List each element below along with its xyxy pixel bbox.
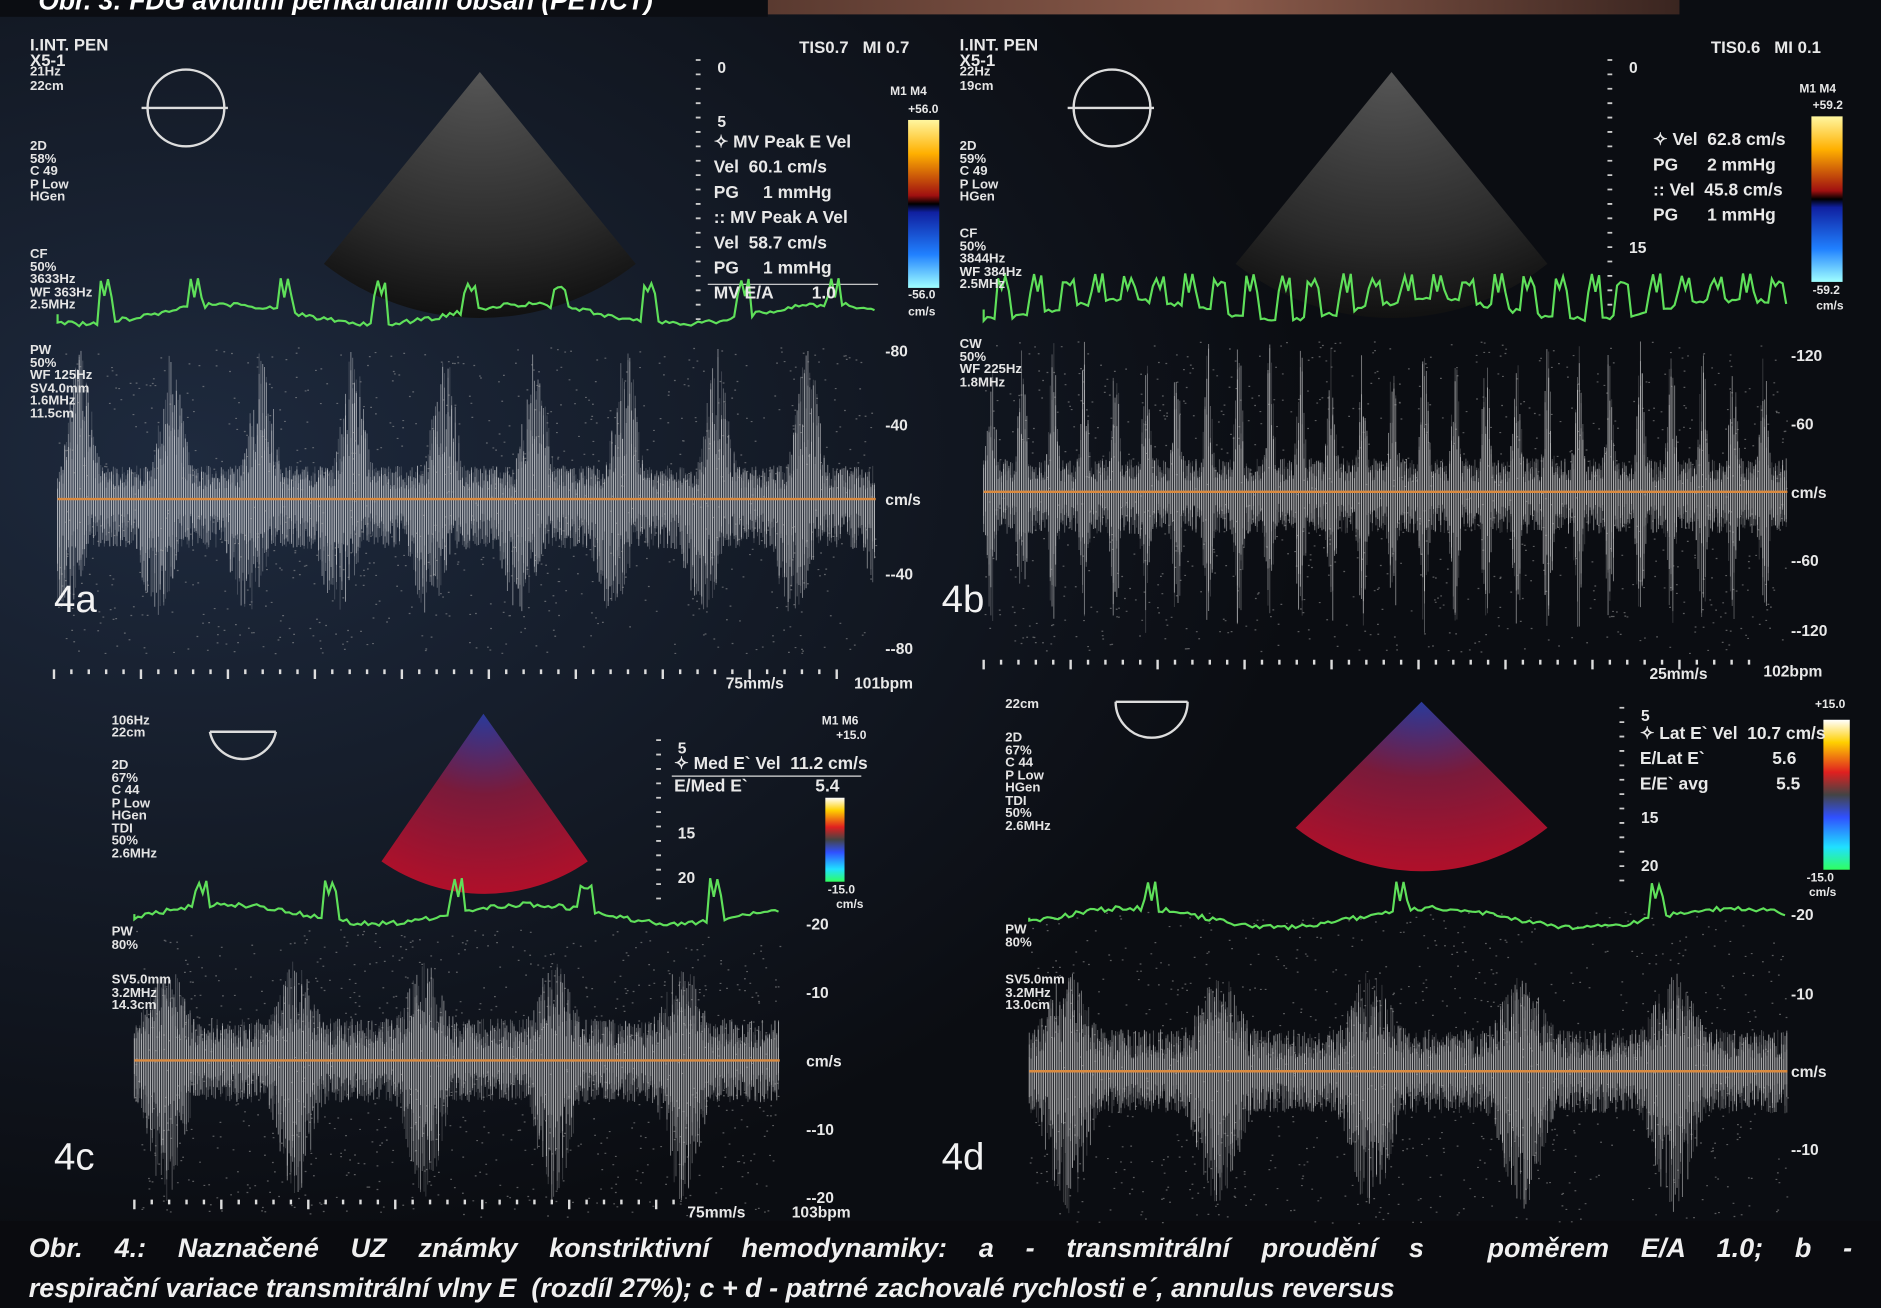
velocity-scale-label: -20 bbox=[1791, 907, 1814, 923]
colorbar-label: cm/s bbox=[908, 307, 935, 319]
colorbar-label: cm/s bbox=[1809, 888, 1836, 900]
velocity-scale-label: -10 bbox=[806, 985, 829, 1001]
setting: 22cm bbox=[112, 727, 146, 740]
depth-label: 0 bbox=[1629, 60, 1638, 76]
depth-label: 15 bbox=[1629, 240, 1646, 256]
velocity-scale-label: -40 bbox=[885, 417, 908, 433]
ultrasound-imagery bbox=[0, 0, 1881, 1308]
heart-rate: 101bpm bbox=[854, 675, 913, 691]
colorbar-label: M1 M4 bbox=[1799, 84, 1836, 96]
depth-label: 15 bbox=[678, 825, 695, 841]
setting: 11.5cm bbox=[30, 407, 74, 420]
measurement: Vel 60.1 cm/s bbox=[714, 160, 827, 177]
colorbar-label: -15.0 bbox=[1807, 873, 1834, 885]
output-index: TIS0.6 MI 0.1 bbox=[1711, 38, 1821, 55]
velocity-scale-label: cm/s bbox=[1791, 485, 1827, 501]
colorbar-label: -15.0 bbox=[828, 885, 855, 897]
measurement: E/E` avg 5.5 bbox=[1640, 776, 1800, 793]
depth-label: 0 bbox=[717, 60, 726, 76]
measurement: ✧ Lat E` Vel 10.7 cm/s bbox=[1640, 726, 1826, 743]
figure: Obr. 3: FDG aviditní perikardiální obsah… bbox=[0, 0, 1881, 1308]
measurement: PG 2 mmHg bbox=[1653, 157, 1776, 174]
velocity-scale-label: --10 bbox=[806, 1122, 834, 1138]
velocity-scale-label: cm/s bbox=[885, 492, 921, 508]
panel-label: 4d bbox=[942, 1137, 985, 1175]
setting: 2.6MHz bbox=[112, 848, 157, 861]
setting: 21Hz bbox=[30, 66, 61, 79]
setting: HGen bbox=[960, 191, 995, 204]
setting: 2.5MHz bbox=[960, 278, 1005, 291]
sweep-speed: 25mm/s bbox=[1649, 666, 1707, 682]
measurement: ✧ Med E` Vel 11.2 cm/s bbox=[674, 756, 867, 773]
velocity-scale-label: --120 bbox=[1791, 623, 1827, 639]
measurement: Vel 58.7 cm/s bbox=[714, 235, 827, 252]
setting: HGen bbox=[30, 191, 65, 204]
setting: 13.0cm bbox=[1005, 999, 1050, 1012]
measurement: PG 1 mmHg bbox=[714, 185, 832, 202]
output-index: TIS0.7 MI 0.7 bbox=[799, 38, 909, 55]
velocity-scale-label: --80 bbox=[885, 641, 913, 657]
colorbar-label: +56.0 bbox=[908, 104, 938, 116]
sweep-speed: 75mm/s bbox=[687, 1204, 745, 1220]
measurement: PG 1 mmHg bbox=[714, 260, 832, 277]
measurement: MV E/A 1.0 bbox=[714, 286, 836, 303]
measurement: :: MV Peak A Vel bbox=[714, 210, 848, 227]
panel-label: 4a bbox=[54, 579, 97, 617]
colorbar-label: cm/s bbox=[836, 900, 863, 912]
header-title: Obr. 3: FDG aviditní perikardiální obsah… bbox=[38, 0, 652, 14]
depth-label: 20 bbox=[1641, 858, 1658, 874]
velocity-scale-label: -120 bbox=[1791, 348, 1822, 364]
colorbar-label: -59.2 bbox=[1813, 286, 1840, 298]
velocity-scale-label: cm/s bbox=[806, 1053, 842, 1069]
colorbar-label: cm/s bbox=[1816, 301, 1843, 313]
setting: 19cm bbox=[960, 80, 994, 93]
measurement: E/Med E` 5.4 bbox=[674, 779, 839, 796]
colorbar-label: +59.2 bbox=[1813, 101, 1843, 113]
velocity-scale-label: -10 bbox=[1791, 986, 1814, 1002]
panel-label: 4c bbox=[54, 1137, 95, 1175]
velocity-scale-label: --40 bbox=[885, 566, 913, 582]
velocity-scale-label: --10 bbox=[1791, 1142, 1819, 1158]
setting: 22Hz bbox=[960, 66, 991, 79]
colorbar-label: +15.0 bbox=[1815, 699, 1845, 711]
setting: 80% bbox=[1005, 936, 1031, 949]
caption: respirační variace transmitrální vlny E … bbox=[29, 1275, 1395, 1302]
measurement: ✧ Vel 62.8 cm/s bbox=[1653, 132, 1786, 149]
measurement: E/Lat E` 5.6 bbox=[1640, 751, 1797, 768]
velocity-scale-label: --60 bbox=[1791, 553, 1819, 569]
setting: 2.6MHz bbox=[1005, 820, 1050, 833]
setting: 22cm bbox=[1005, 698, 1039, 711]
depth-label: 5 bbox=[678, 740, 687, 756]
measurement: ✧ MV Peak E Vel bbox=[714, 134, 851, 151]
setting: 14.3cm bbox=[112, 999, 157, 1012]
setting: 22cm bbox=[30, 80, 64, 93]
heart-rate: 103bpm bbox=[792, 1204, 851, 1220]
velocity-scale-label: cm/s bbox=[1791, 1064, 1827, 1080]
colorbar-label: -56.0 bbox=[908, 290, 935, 302]
caption: Obr. 4.: Naznačené UZ známky konstriktiv… bbox=[29, 1236, 1852, 1263]
depth-label: 20 bbox=[678, 870, 695, 886]
depth-label: 5 bbox=[1641, 708, 1650, 724]
measurement: PG 1 mmHg bbox=[1653, 208, 1776, 225]
velocity-scale-label: -60 bbox=[1791, 416, 1814, 432]
heart-rate: 102bpm bbox=[1763, 663, 1822, 679]
colorbar-label: M1 M6 bbox=[822, 716, 859, 728]
colorbar-label: +15.0 bbox=[836, 731, 866, 743]
velocity-scale-label: -80 bbox=[885, 343, 908, 359]
panel-label: 4b bbox=[942, 579, 985, 617]
setting: 1.8MHz bbox=[960, 376, 1005, 389]
setting: 2.5MHz bbox=[30, 299, 75, 312]
depth-label: 5 bbox=[717, 114, 726, 130]
colorbar-label: M1 M4 bbox=[890, 86, 927, 98]
depth-label: 15 bbox=[1641, 810, 1658, 826]
measurement: :: Vel 45.8 cm/s bbox=[1653, 182, 1783, 199]
sweep-speed: 75mm/s bbox=[726, 675, 784, 691]
setting: 80% bbox=[112, 939, 138, 952]
velocity-scale-label: -20 bbox=[806, 916, 829, 932]
